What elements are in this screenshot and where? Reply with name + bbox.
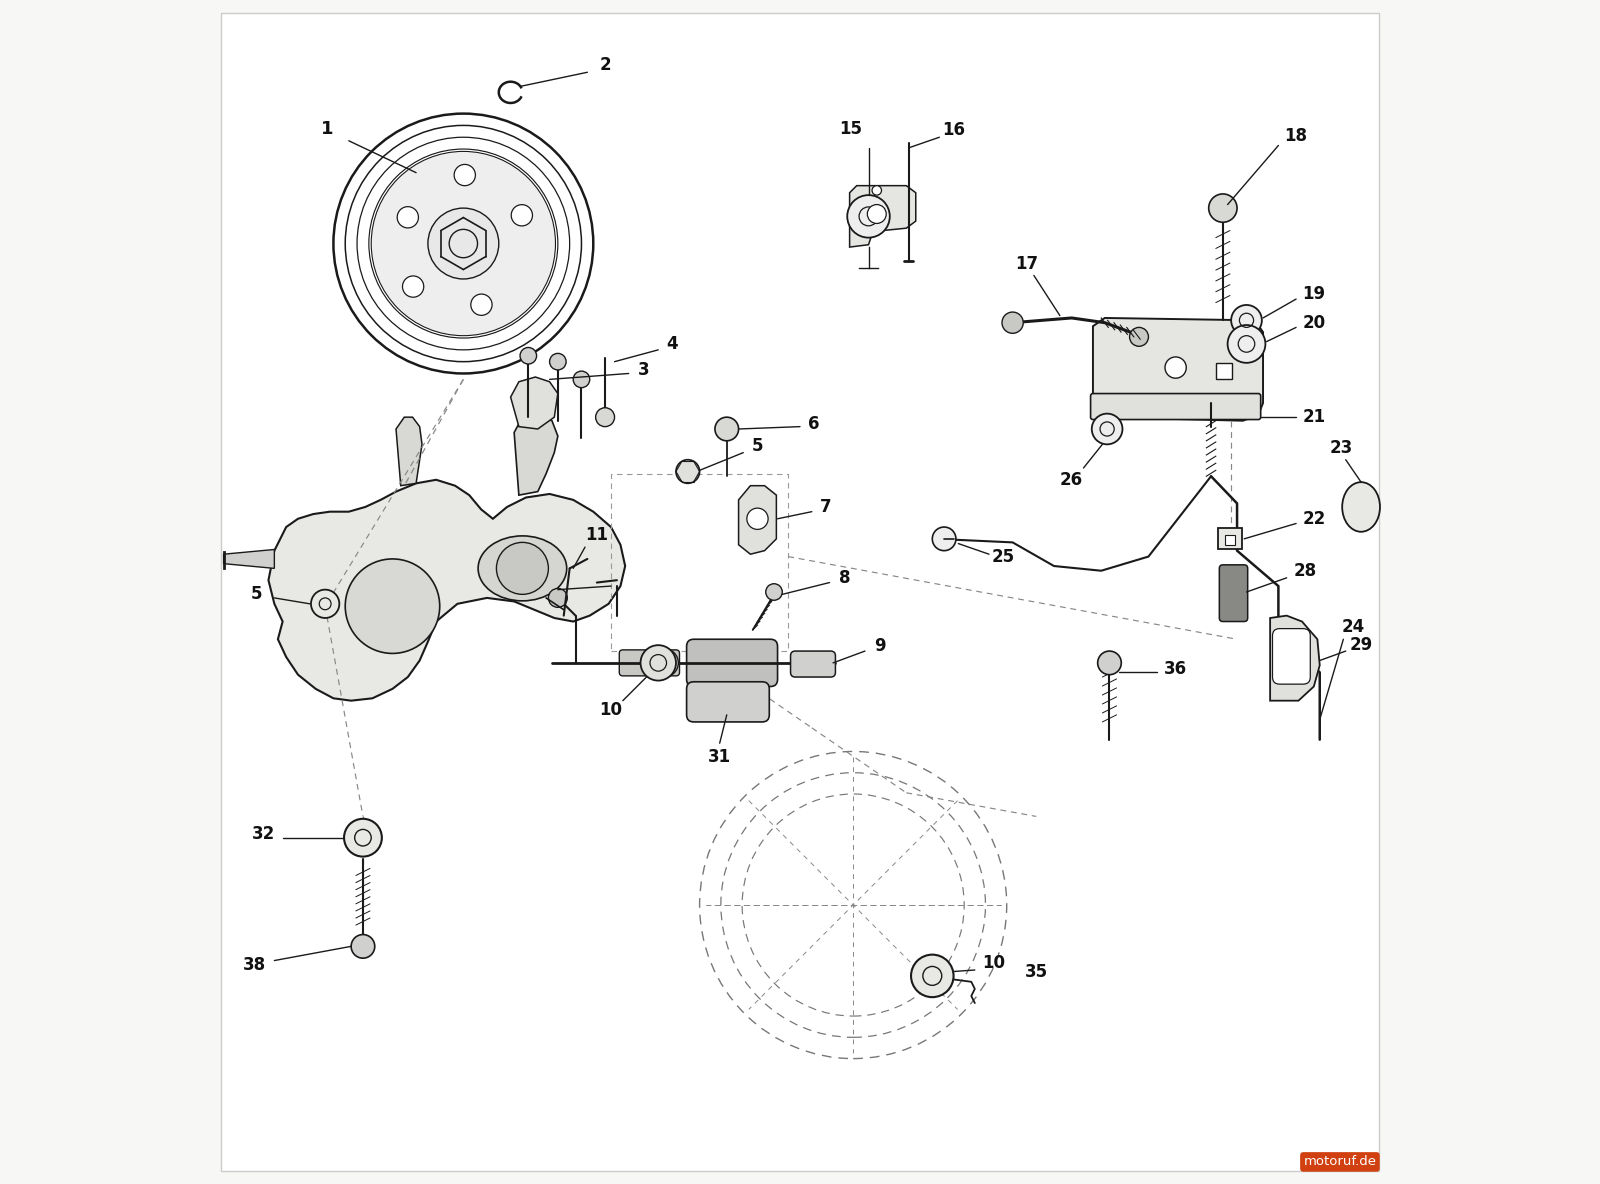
Text: 4: 4 — [667, 335, 678, 353]
Polygon shape — [739, 485, 776, 554]
Text: 10: 10 — [600, 701, 622, 719]
Polygon shape — [1093, 318, 1262, 420]
Circle shape — [549, 353, 566, 369]
Text: 15: 15 — [840, 120, 862, 139]
Circle shape — [403, 276, 424, 297]
Circle shape — [454, 165, 475, 186]
Text: 22: 22 — [1302, 510, 1325, 528]
FancyBboxPatch shape — [1272, 629, 1310, 684]
Circle shape — [512, 205, 533, 226]
Circle shape — [595, 407, 614, 426]
Text: 8: 8 — [838, 568, 851, 587]
Circle shape — [766, 584, 782, 600]
Text: 11: 11 — [586, 527, 608, 545]
FancyBboxPatch shape — [1226, 535, 1235, 545]
Circle shape — [640, 645, 675, 681]
Text: 32: 32 — [253, 825, 275, 843]
Text: 16: 16 — [942, 121, 965, 140]
FancyBboxPatch shape — [686, 682, 770, 722]
Circle shape — [848, 195, 890, 238]
Text: 17: 17 — [1016, 255, 1038, 272]
Text: 26: 26 — [1061, 471, 1083, 489]
Circle shape — [573, 371, 590, 387]
Circle shape — [1230, 305, 1262, 336]
Text: 18: 18 — [1285, 127, 1307, 146]
FancyBboxPatch shape — [619, 650, 680, 676]
Ellipse shape — [478, 536, 566, 600]
Text: 5: 5 — [251, 585, 262, 604]
Text: 23: 23 — [1330, 439, 1352, 457]
Circle shape — [344, 819, 382, 856]
Text: 25: 25 — [992, 547, 1014, 566]
Circle shape — [715, 417, 739, 440]
Circle shape — [496, 542, 549, 594]
Text: 3: 3 — [638, 361, 650, 379]
Circle shape — [549, 588, 568, 607]
Polygon shape — [224, 549, 274, 568]
Polygon shape — [269, 480, 626, 701]
Text: motoruf.de: motoruf.de — [1304, 1156, 1376, 1169]
Text: 6: 6 — [808, 416, 819, 433]
FancyBboxPatch shape — [790, 651, 835, 677]
Text: 10: 10 — [982, 954, 1005, 972]
Circle shape — [933, 527, 955, 551]
Text: 21: 21 — [1302, 408, 1325, 426]
Text: 20: 20 — [1302, 314, 1325, 332]
Polygon shape — [1270, 616, 1320, 701]
Text: 38: 38 — [243, 957, 266, 974]
Polygon shape — [510, 377, 558, 429]
Circle shape — [427, 208, 499, 279]
Circle shape — [310, 590, 339, 618]
Text: 35: 35 — [1024, 964, 1048, 982]
Circle shape — [1208, 194, 1237, 223]
Text: 5: 5 — [752, 437, 763, 455]
FancyBboxPatch shape — [1219, 565, 1248, 622]
Circle shape — [470, 294, 493, 315]
Circle shape — [520, 347, 536, 363]
Circle shape — [650, 649, 678, 677]
Text: 19: 19 — [1302, 285, 1325, 303]
Text: 31: 31 — [709, 748, 731, 766]
Text: 2: 2 — [600, 56, 611, 75]
FancyBboxPatch shape — [1218, 528, 1242, 549]
Ellipse shape — [1342, 482, 1379, 532]
Text: 36: 36 — [1165, 659, 1187, 677]
Circle shape — [346, 559, 440, 654]
Circle shape — [1002, 313, 1024, 334]
Circle shape — [910, 954, 954, 997]
Circle shape — [747, 508, 768, 529]
Circle shape — [1098, 651, 1122, 675]
Polygon shape — [397, 417, 422, 485]
FancyBboxPatch shape — [1091, 393, 1261, 419]
Text: 7: 7 — [821, 498, 832, 516]
FancyBboxPatch shape — [686, 639, 778, 687]
Circle shape — [872, 186, 882, 195]
Circle shape — [350, 934, 374, 958]
Text: 1: 1 — [322, 120, 334, 139]
Polygon shape — [850, 186, 915, 247]
Circle shape — [371, 152, 555, 336]
Circle shape — [1091, 413, 1123, 444]
Circle shape — [1227, 326, 1266, 362]
Polygon shape — [514, 412, 558, 495]
FancyBboxPatch shape — [1216, 362, 1232, 379]
Text: 24: 24 — [1341, 618, 1365, 637]
Circle shape — [1130, 328, 1149, 346]
Circle shape — [675, 459, 699, 483]
Text: 28: 28 — [1294, 561, 1317, 580]
FancyBboxPatch shape — [221, 13, 1379, 1171]
Circle shape — [867, 205, 886, 224]
Circle shape — [1165, 356, 1186, 378]
Text: 29: 29 — [1349, 636, 1373, 654]
Circle shape — [397, 207, 419, 227]
Text: 9: 9 — [875, 637, 886, 655]
